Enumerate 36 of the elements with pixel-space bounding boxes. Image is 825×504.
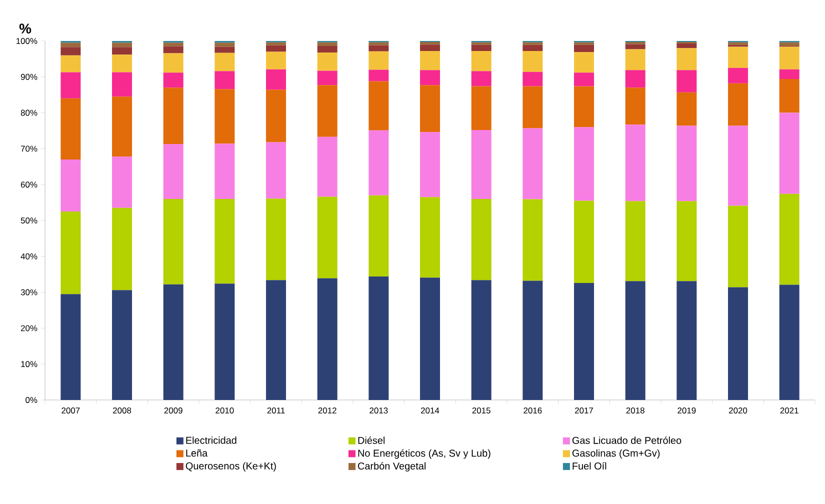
y-axis-title: %: [19, 24, 32, 34]
x-tick-label: 2012: [318, 408, 336, 414]
x-tick-label: 2016: [524, 408, 542, 414]
x-tick-label: 2014: [421, 408, 440, 414]
x-tick-label: 2019: [678, 408, 696, 414]
y-tick-label: 100%: [16, 38, 38, 44]
x-tick-label: 2013: [370, 408, 388, 414]
x-tick-label: 2009: [164, 408, 182, 414]
legend-label: Fuel Oíl: [572, 462, 606, 470]
x-tick-label: 2015: [472, 408, 490, 414]
legend-label: Leña: [186, 449, 208, 457]
legend-label: Electricidad: [186, 436, 236, 444]
x-tick-label: 2008: [113, 408, 132, 414]
legend-label: Querosenos (Ke+Kt): [186, 462, 276, 472]
y-tick-label: 50%: [20, 217, 38, 224]
y-tick-label: 70%: [20, 146, 38, 152]
y-tick-label: 20%: [20, 325, 38, 332]
x-tick-label: 2010: [216, 408, 234, 414]
legend-label: Gasolinas (Gm+Gv): [572, 449, 660, 459]
y-tick-label: 60%: [20, 182, 38, 188]
x-tick-label: 2017: [575, 408, 593, 414]
x-tick-label: 2011: [267, 408, 285, 414]
legend-label: Diésel: [358, 436, 385, 444]
y-tick-label: 30%: [20, 289, 38, 296]
y-tick-label: 40%: [20, 253, 38, 260]
y-tick-label: 80%: [20, 110, 38, 116]
x-tick-label: 2021: [780, 408, 798, 414]
y-tick-label: 90%: [20, 74, 38, 80]
x-tick-label: 2018: [626, 408, 644, 414]
y-tick-label: 0%: [26, 396, 38, 403]
legend-label: Carbón Vegetal: [358, 462, 426, 472]
y-tick-label: 10%: [21, 361, 38, 368]
x-tick-label: 2020: [729, 408, 748, 414]
legend-label: Gas Licuado de Petróleo: [572, 436, 682, 444]
legend-label: No Energéticos (As, Sv y Lub): [358, 449, 490, 459]
x-tick-label: 2007: [62, 408, 80, 414]
